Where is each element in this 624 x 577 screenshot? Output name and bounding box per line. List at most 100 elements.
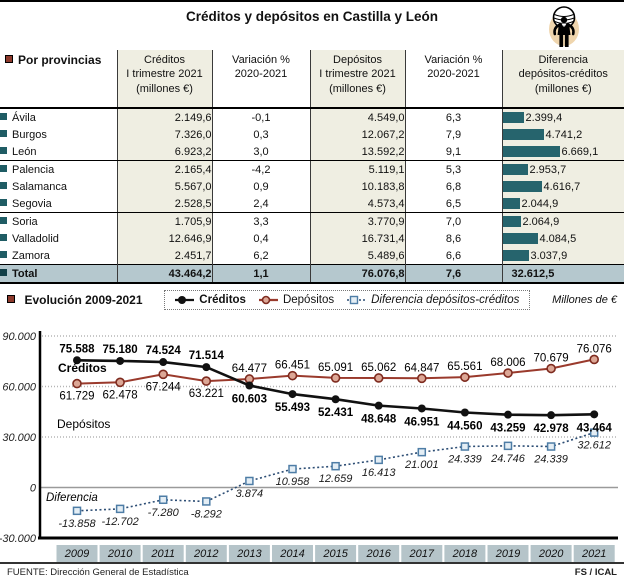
year-box	[444, 545, 486, 562]
depositos-marker	[115, 377, 125, 388]
diferencia-marker	[589, 428, 599, 437]
total-diferencia-cell: 32.612,5	[501, 264, 624, 284]
diferencia-marker	[417, 447, 427, 457]
diferencia-data-label: 32.612	[577, 440, 611, 452]
creditos-marker	[547, 411, 556, 420]
variacion-depositos-cell: 7,0	[404, 212, 502, 230]
diferencia-marker	[245, 476, 254, 486]
creditos-data-label: 74.524	[146, 345, 182, 357]
province-name: Zamora	[12, 249, 50, 262]
year-label: 2015	[322, 548, 348, 560]
diferencia-cell: 2.064,9	[501, 212, 624, 230]
year-box	[272, 545, 313, 562]
table-header-row: Por provincias Créditos I trimestre 2021 (m…	[0, 50, 624, 109]
creditos-data-label: 75.180	[103, 344, 138, 356]
depositos-data-label: 62.478	[103, 389, 138, 401]
variacion-creditos-cell: 3,3	[211, 212, 310, 230]
depositos-data-label: 63.221	[189, 388, 224, 400]
province-name: Palencia	[12, 163, 55, 176]
creditos-data-label: 48.648	[361, 414, 397, 426]
creditos-marker-glyph	[178, 296, 187, 304]
creditos-data-label: 60.603	[232, 393, 267, 405]
province-cell: Zamora	[0, 247, 117, 265]
y-axis-tick-label: 30.000	[2, 432, 37, 444]
depositos-marker	[330, 373, 341, 383]
column-header-line: I trimestre 2021	[319, 68, 396, 81]
depositos-cell: 10.183,8	[309, 178, 405, 195]
diferencia-bar	[502, 181, 542, 193]
province-bullet-icon	[0, 129, 7, 137]
year-label: 2011	[150, 548, 175, 560]
depositos-data-label: 65.561	[447, 361, 482, 373]
province-name: León	[12, 145, 37, 158]
diferencia-cell: 4.741,2	[501, 126, 624, 143]
year-label: 2021	[581, 548, 606, 560]
variacion-creditos-cell: 0,3	[211, 126, 310, 143]
variacion-depositos-cell: 6,6	[404, 247, 502, 265]
creditos-marker	[116, 356, 125, 365]
province-cell: Segovia	[0, 195, 117, 213]
column-header: Créditos I trimestre 2021 (millones €)	[116, 50, 212, 109]
variacion-depositos-cell: 5,3	[404, 160, 502, 178]
y-axis-tick-label: 60.000	[2, 382, 37, 394]
depositos-marker	[158, 369, 168, 380]
diferencia-bar	[502, 198, 520, 210]
table-row: Ávila 2.149,6 -0,1 4.549,0 6,3 2.399,4	[0, 108, 624, 126]
variacion-depositos-cell: 9,1	[404, 143, 502, 161]
creditos-data-label: 44.560	[447, 420, 482, 432]
creditos-data-label: 52.431	[318, 407, 354, 419]
variacion-creditos-cell: 3,0	[211, 143, 310, 161]
diferencia-bar	[502, 129, 544, 141]
year-box	[228, 545, 270, 562]
province-cell: Salamanca	[0, 178, 117, 195]
province-cell: Palencia	[0, 161, 117, 179]
diferencia-cell: 4.616,7	[501, 178, 624, 195]
provinces-header-label: Por provincias	[18, 53, 102, 67]
column-header-line: Diferencia	[538, 54, 589, 66]
diferencia-marker	[460, 442, 470, 451]
year-label: 2020	[538, 548, 564, 560]
total-variacion-creditos-cell: 1,1	[211, 264, 310, 284]
column-header-line: 2020-2021	[427, 68, 480, 81]
section-bullet-icon	[7, 295, 15, 303]
source-label: FUENTE: Dirección General de Estadística	[7, 567, 189, 577]
creditos-data-label: 42.978	[534, 423, 570, 435]
creditos-marker	[417, 404, 426, 413]
total-label: Total	[12, 267, 38, 280]
diferencia-series-line	[76, 431, 595, 512]
table-row: Valladolid 12.646,9 0,4 16.731,4 8,6 4.084,5	[0, 230, 624, 247]
creditos-cell: 12.646,9	[116, 230, 212, 247]
diferencia-marker	[158, 495, 168, 505]
creditos-cell: 6.923,2	[116, 143, 212, 161]
province-cell: Soria	[0, 213, 117, 231]
depositos-marker	[546, 363, 556, 374]
creditos-marker	[159, 358, 168, 367]
variacion-creditos-cell: 6,2	[211, 247, 310, 265]
depositos-cell: 4.573,4	[309, 195, 405, 213]
creditos-data-label: 46.951	[404, 416, 440, 428]
total-bullet-icon	[0, 268, 7, 276]
creditos-cell: 2.165,4	[116, 160, 212, 178]
province-name: Ávila	[12, 111, 36, 124]
depositos-data-label: 70.679	[534, 353, 569, 365]
diferencia-value: 3.037,9	[530, 249, 568, 262]
creditos-cell: 2.451,7	[116, 247, 212, 265]
unit-label: Millones de €	[552, 294, 617, 306]
creditos-marker	[202, 363, 211, 372]
creditos-legend-glyph-icon	[175, 296, 195, 304]
column-header: Variación % 2020-2021	[211, 50, 310, 109]
year-label: 2018	[452, 548, 478, 560]
column-header-line: Variación %	[232, 54, 290, 66]
y-axis-tick-label: -30.000	[0, 533, 37, 545]
diferencia-value: 2.044,9	[521, 197, 559, 210]
diferencia-value: 4.616,7	[543, 180, 581, 193]
diferencia-value: 2.399,4	[525, 111, 563, 124]
creditos-marker	[504, 410, 512, 419]
page-title: Créditos y depósitos en Castilla y León	[185, 9, 439, 24]
creditos-data-label: 43.464	[577, 422, 613, 434]
variacion-depositos-cell: 6,8	[404, 178, 502, 195]
province-cell: León	[0, 143, 117, 161]
total-row: Total 43.464,2 1,1 76.076,8 7,6 32.612,5	[0, 264, 624, 284]
depositos-cell: 13.592,2	[309, 143, 405, 161]
diferencia-data-label: 16.413	[362, 467, 397, 479]
